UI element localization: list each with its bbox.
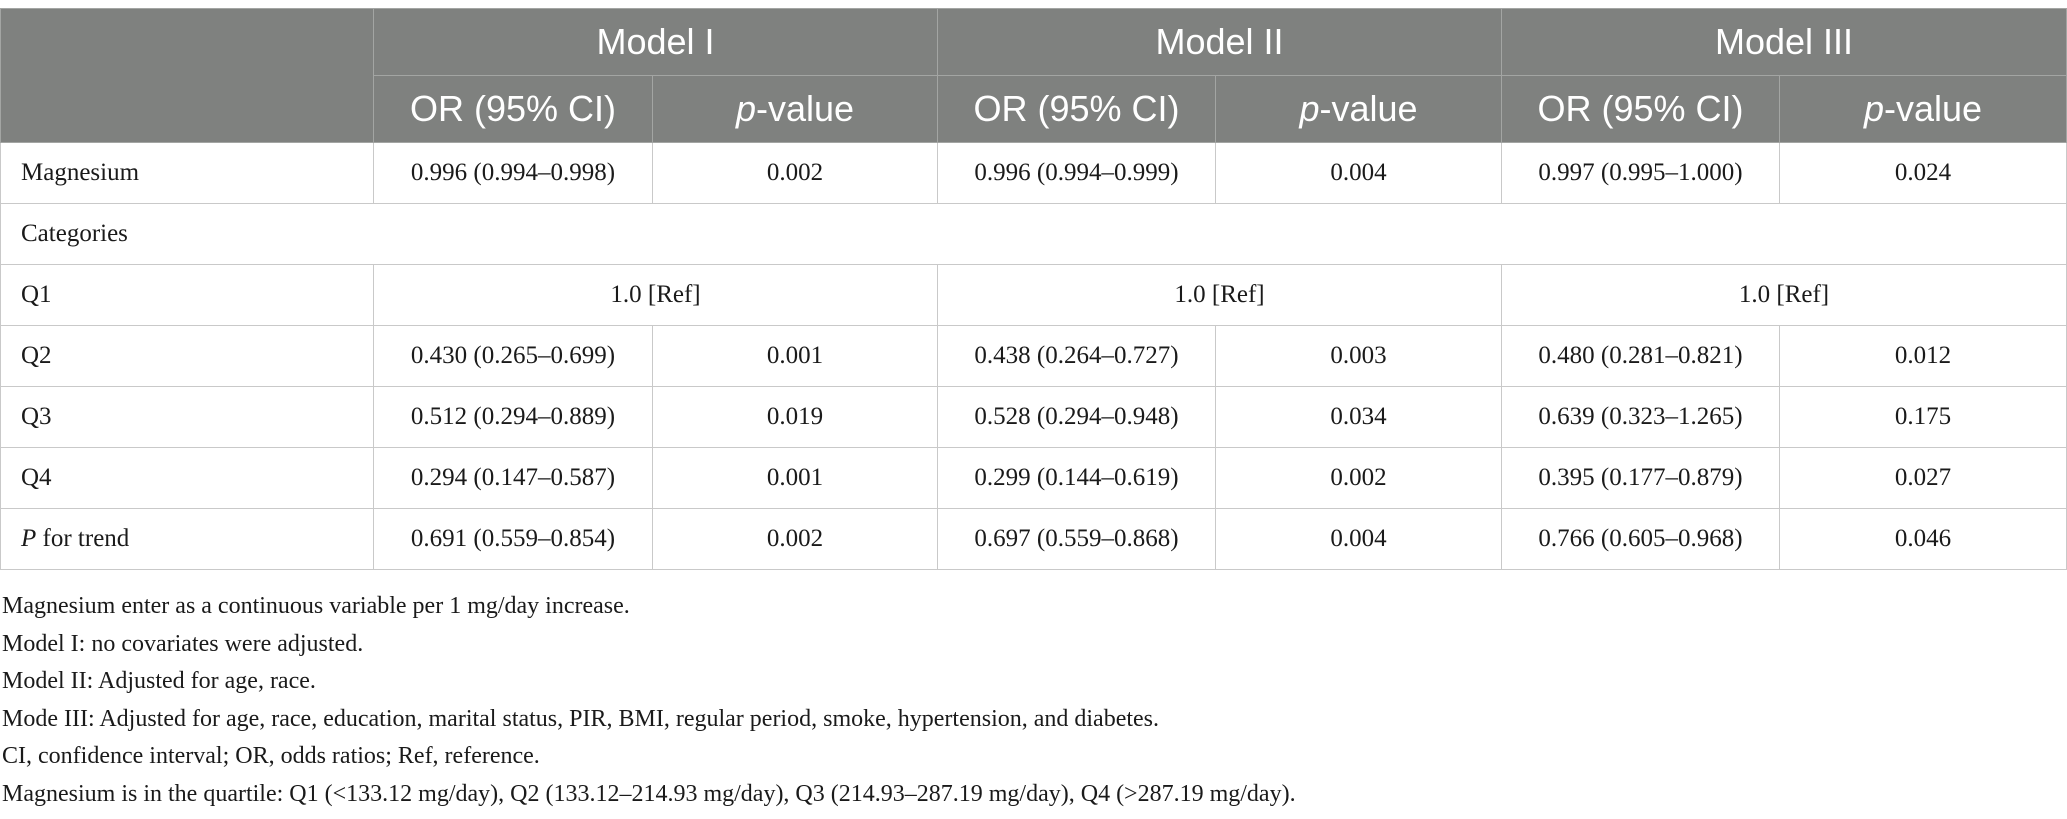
row-label: Q3	[0, 386, 374, 448]
categories-label: Categories	[0, 203, 2067, 265]
or-cell: 0.430 (0.265–0.699)	[373, 325, 653, 387]
p-cell: 0.002	[652, 508, 938, 570]
table-footnotes: Magnesium enter as a continuous variable…	[2, 588, 1296, 813]
p-value-header: p-value	[1215, 75, 1502, 143]
model-header-row: Model I Model II Model III	[0, 8, 2067, 143]
p-value-header: p-value	[1779, 75, 2067, 143]
or-cell: 0.697 (0.559–0.868)	[937, 508, 1216, 570]
row-label: P for trend	[0, 508, 374, 570]
table-body: Magnesium 0.996 (0.994–0.998) 0.002 0.99…	[0, 142, 2067, 570]
table-row-q2: Q2 0.430 (0.265–0.699) 0.001 0.438 (0.26…	[0, 325, 2067, 387]
p-cell: 0.001	[652, 447, 938, 509]
or-cell: 0.997 (0.995–1.000)	[1501, 142, 1780, 204]
footnote: Magnesium is in the quartile: Q1 (<133.1…	[2, 780, 1296, 807]
row-label: Q4	[0, 447, 374, 509]
p-cell: 0.034	[1215, 386, 1502, 448]
table-row-categories: Categories	[0, 203, 2067, 265]
corner-cell	[0, 8, 374, 143]
model-1-header: Model I	[373, 8, 938, 76]
model-3-header: Model III	[1501, 8, 2067, 76]
table-row-magnesium: Magnesium 0.996 (0.994–0.998) 0.002 0.99…	[0, 142, 2067, 204]
table-row-q4: Q4 0.294 (0.147–0.587) 0.001 0.299 (0.14…	[0, 447, 2067, 509]
p-cell: 0.175	[1779, 386, 2067, 448]
or-cell: 0.294 (0.147–0.587)	[373, 447, 653, 509]
row-label: Q2	[0, 325, 374, 387]
footnote: Mode III: Adjusted for age, race, educat…	[2, 705, 1160, 732]
footnote: CI, confidence interval; OR, odds ratios…	[2, 743, 540, 769]
model-2-header: Model II	[937, 8, 1502, 76]
or-cell: 0.395 (0.177–0.879)	[1501, 447, 1780, 509]
p-cell: 0.002	[652, 142, 938, 204]
p-cell: 0.019	[652, 386, 938, 448]
or-cell: 0.996 (0.994–0.998)	[373, 142, 653, 204]
or-cell: 0.766 (0.605–0.968)	[1501, 508, 1780, 570]
ref-cell: 1.0 [Ref]	[1501, 264, 2067, 326]
row-label: Q1	[0, 264, 374, 326]
ref-cell: 1.0 [Ref]	[937, 264, 1502, 326]
p-cell: 0.024	[1779, 142, 2067, 204]
p-cell: 0.046	[1779, 508, 2067, 570]
or-cell: 0.528 (0.294–0.948)	[937, 386, 1216, 448]
or-cell: 0.480 (0.281–0.821)	[1501, 325, 1780, 387]
footnote: Model II: Adjusted for age, race.	[2, 668, 316, 694]
or-cell: 0.438 (0.264–0.727)	[937, 325, 1216, 387]
or-ci-header: OR (95% CI)	[937, 75, 1216, 143]
table-row-q1: Q1 1.0 [Ref] 1.0 [Ref] 1.0 [Ref]	[0, 264, 2067, 326]
subheader-row: OR (95% CI) p-value OR (95% CI) p-value …	[1, 75, 2067, 143]
p-cell: 0.004	[1215, 508, 1502, 570]
or-cell: 0.639 (0.323–1.265)	[1501, 386, 1780, 448]
p-value-header: p-value	[652, 75, 938, 143]
ref-cell: 1.0 [Ref]	[373, 264, 938, 326]
p-cell: 0.004	[1215, 142, 1502, 204]
footnote: Magnesium enter as a continuous variable…	[2, 593, 630, 619]
or-cell: 0.691 (0.559–0.854)	[373, 508, 653, 570]
p-cell: 0.027	[1779, 447, 2067, 509]
table-header: Model I Model II Model III OR (95% CI) p…	[0, 8, 2067, 143]
or-cell: 0.512 (0.294–0.889)	[373, 386, 653, 448]
table-row-q3: Q3 0.512 (0.294–0.889) 0.019 0.528 (0.29…	[0, 386, 2067, 448]
or-ci-header: OR (95% CI)	[1501, 75, 1780, 143]
results-table: Model I Model II Model III OR (95% CI) p…	[0, 8, 2067, 570]
p-cell: 0.012	[1779, 325, 2067, 387]
table-row-trend: P for trend 0.691 (0.559–0.854) 0.002 0.…	[0, 508, 2067, 570]
or-cell: 0.996 (0.994–0.999)	[937, 142, 1216, 204]
or-ci-header: OR (95% CI)	[373, 75, 653, 143]
row-label: Magnesium	[0, 142, 374, 204]
p-cell: 0.003	[1215, 325, 1502, 387]
footnote: Model I: no covariates were adjusted.	[2, 630, 364, 657]
p-cell: 0.002	[1215, 447, 1502, 509]
p-cell: 0.001	[652, 325, 938, 387]
or-cell: 0.299 (0.144–0.619)	[937, 447, 1216, 509]
